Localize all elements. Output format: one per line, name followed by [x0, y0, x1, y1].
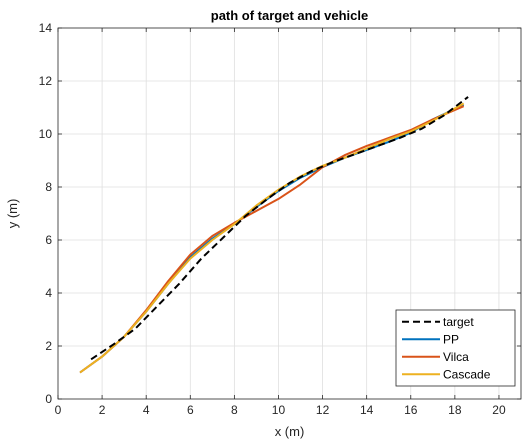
y-tick-label: 6 [45, 233, 52, 247]
x-tick-label: 2 [99, 403, 106, 417]
ticks: 0 2 4 6 8 10 12 14 16 18 20 0 2 4 6 8 10 12 14 [39, 21, 521, 417]
y-tick-label: 2 [45, 339, 52, 353]
y-axis-label: y (m) [5, 199, 20, 229]
y-tick-label: 8 [45, 180, 52, 194]
legend-label-target: target [443, 315, 474, 329]
x-axis-label: x (m) [275, 424, 305, 439]
x-tick-label: 14 [360, 403, 374, 417]
series-line-target [90, 96, 469, 361]
y-tick-label: 14 [39, 21, 53, 35]
x-tick-label: 4 [143, 403, 150, 417]
chart-title: path of target and vehicle [211, 8, 368, 23]
x-tick-label: 18 [448, 403, 462, 417]
x-tick-label: 12 [316, 403, 330, 417]
x-tick-label: 16 [404, 403, 418, 417]
x-tick-label: 8 [231, 403, 238, 417]
y-tick-label: 0 [45, 392, 52, 406]
x-tick-label: 6 [187, 403, 194, 417]
series-line-cascade [79, 102, 465, 374]
legend: target PP Vilca Cascade [395, 309, 516, 387]
x-tick-label: 10 [272, 403, 286, 417]
plot-frame [57, 27, 522, 400]
y-tick-label: 4 [45, 286, 52, 300]
series-layer [79, 96, 469, 374]
legend-label-cascade: Cascade [443, 367, 491, 381]
y-tick-label: 12 [39, 74, 53, 88]
legend-label-vilca: Vilca [443, 350, 469, 364]
legend-label-pp: PP [443, 332, 459, 346]
y-tick-label: 10 [39, 127, 53, 141]
x-tick-label: 20 [492, 403, 506, 417]
x-tick-label: 0 [55, 403, 62, 417]
